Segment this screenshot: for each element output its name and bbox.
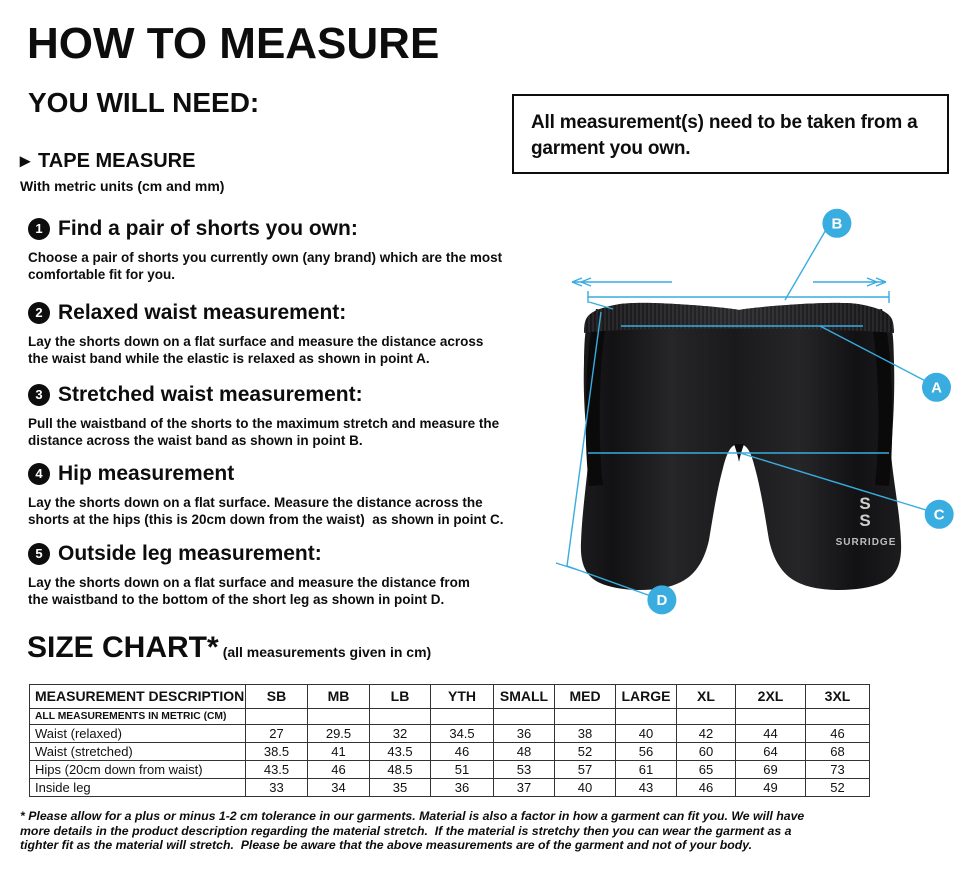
svg-text:SURRIDGE: SURRIDGE [836, 537, 897, 548]
svg-text:C: C [934, 507, 945, 524]
svg-text:D: D [656, 592, 667, 609]
svg-text:B: B [831, 216, 842, 233]
svg-text:S: S [859, 511, 872, 530]
svg-text:A: A [931, 380, 942, 397]
